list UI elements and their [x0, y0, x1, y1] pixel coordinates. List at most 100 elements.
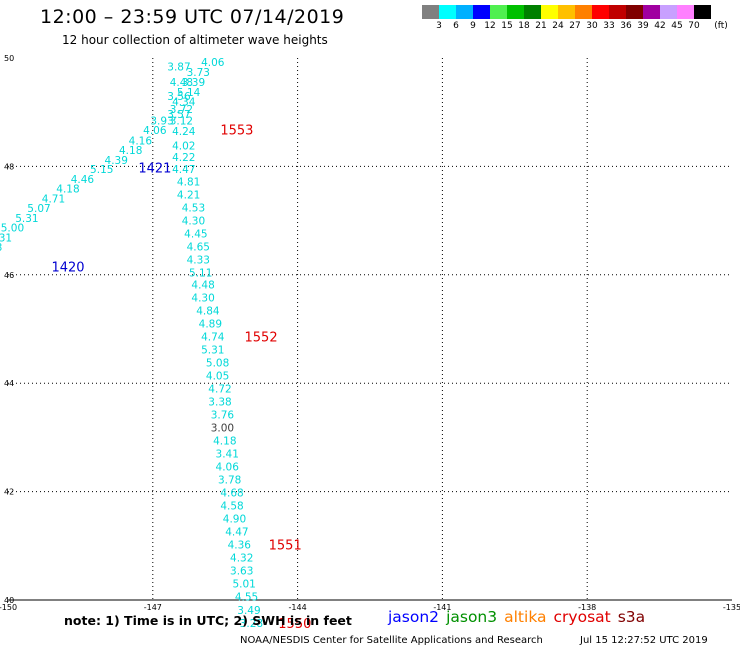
- colorbar-swatch: [643, 5, 660, 19]
- colorbar: [422, 5, 729, 19]
- colorbar-swatch: [558, 5, 575, 19]
- colorbar-label: 27: [569, 21, 581, 31]
- wave-height-point: 5.14: [177, 87, 201, 99]
- legend-cryosat: cryosat: [553, 608, 611, 626]
- colorbar-label: 21: [535, 21, 547, 31]
- colorbar-swatch: [456, 5, 473, 19]
- x-tick-label: -144: [289, 603, 307, 612]
- pass-time-label: 1551: [269, 539, 302, 554]
- wave-height-point: 4.89: [199, 319, 222, 331]
- colorbar-swatch: [575, 5, 592, 19]
- wave-height-point: 3.93: [150, 115, 173, 127]
- wave-height-point: 4.47: [225, 527, 248, 539]
- colorbar-swatch: [541, 5, 558, 19]
- colorbar-swatch: [422, 5, 439, 19]
- wave-height-point: 4.30: [191, 293, 214, 305]
- wave-height-point: 4.05: [206, 371, 229, 383]
- legend-jason3: jason3: [446, 608, 498, 626]
- wave-height-point: 4.81: [177, 177, 200, 189]
- colorbar-label: 12: [484, 21, 496, 31]
- colorbar-label: 15: [501, 21, 513, 31]
- wave-height-point: 4.74: [201, 332, 225, 344]
- wave-height-point: 3.78: [218, 475, 241, 487]
- satellite-legend: jason2 jason3 altika cryosat s3a: [388, 608, 652, 626]
- wave-height-point: 4.18: [213, 436, 236, 448]
- wave-height-point: 4.21: [177, 190, 200, 202]
- wave-height-point: 5.11: [189, 268, 212, 280]
- wave-height-point: 4.65: [187, 242, 210, 254]
- wave-height-point: 5.07: [27, 203, 50, 215]
- wave-height-point: 4.16: [129, 135, 153, 147]
- wave-height-point: 4.58: [220, 501, 243, 513]
- y-tick-label: 42: [4, 488, 14, 497]
- colorbar-swatch: [439, 5, 456, 19]
- colorbar-swatch: [694, 5, 711, 19]
- generated-timestamp: Jul 15 12:27:52 UTC 2019: [580, 635, 708, 646]
- colorbar-label: 45: [671, 21, 683, 31]
- colorbar-label: 70: [688, 21, 700, 31]
- pass-time-label: 1552: [245, 331, 278, 346]
- legend-s3a: s3a: [617, 608, 646, 626]
- wave-height-point: 3.76: [211, 410, 235, 422]
- wave-height-point: 3.00: [211, 423, 234, 435]
- wave-height-point: 5.15: [90, 164, 113, 176]
- colorbar-label: 6: [453, 21, 459, 31]
- wave-height-point: 4.18: [56, 184, 79, 196]
- wave-height-point: 4.84: [196, 306, 220, 318]
- pass-time-label: 1553: [220, 124, 253, 139]
- wave-height-point: 5.00: [1, 223, 24, 235]
- wave-height-point: 4.39: [105, 155, 128, 167]
- wave-height-point: 4.06: [216, 462, 240, 474]
- colorbar-swatch: [490, 5, 507, 19]
- pass-time-label: 1421: [138, 161, 171, 176]
- wave-height-point: 5.08: [206, 358, 229, 370]
- wave-height-point: 4.24: [172, 126, 196, 138]
- wave-height-point: 3.56: [167, 91, 191, 103]
- colorbar-label: 39: [637, 21, 649, 31]
- x-tick-label: -141: [433, 603, 451, 612]
- pass-time-label: 1420: [51, 261, 84, 276]
- wave-height-point: 4.68: [220, 488, 243, 500]
- wave-height-point: 3.39: [182, 77, 205, 89]
- colorbar-label: 33: [603, 21, 615, 31]
- wave-height-point: 4.02: [172, 140, 195, 152]
- wave-height-point: 3.57: [167, 109, 190, 121]
- x-tick-label: -138: [578, 603, 596, 612]
- wave-height-point: 4.46: [71, 174, 95, 186]
- colorbar-label: 3: [436, 21, 442, 31]
- colorbar-swatch: [524, 5, 541, 19]
- credit-line: NOAA/NESDIS Center for Satellite Applica…: [240, 635, 543, 646]
- colorbar-label: 18: [518, 21, 530, 31]
- wave-height-point: 4.32: [230, 553, 253, 565]
- wave-height-point: 5.31: [201, 345, 224, 357]
- x-tick-label: -150: [0, 603, 17, 612]
- colorbar-swatch: [677, 5, 694, 19]
- x-tick-label: -135: [723, 603, 740, 612]
- wave-height-point: 5.01: [232, 579, 255, 591]
- wave-height-point: 5.31: [0, 232, 12, 244]
- wave-height-point: 5.63: [0, 242, 2, 254]
- wave-height-point: 4.47: [172, 164, 195, 176]
- wave-height-point: 4.55: [235, 592, 258, 604]
- colorbar-label: 24: [552, 21, 564, 31]
- colorbar-label: 9: [470, 21, 476, 31]
- footnote: note: 1) Time is in UTC; 2) SWH is in fe…: [64, 613, 352, 628]
- y-tick-label: 44: [4, 379, 14, 388]
- wave-height-point: 4.90: [223, 514, 246, 526]
- wave-height-point: 4.33: [187, 255, 210, 267]
- wave-height-point: 4.45: [184, 229, 207, 241]
- wave-height-point: 3.38: [208, 397, 231, 409]
- wave-height-point: 4.71: [42, 193, 65, 205]
- colorbar-label: 30: [586, 21, 598, 31]
- colorbar-label: 42: [654, 21, 666, 31]
- wave-height-point: 4.48: [170, 77, 193, 89]
- wave-height-point: 3.72: [170, 104, 193, 116]
- wave-height-point: 4.48: [191, 280, 214, 292]
- y-tick-label: 46: [4, 271, 14, 280]
- x-tick-label: -147: [144, 603, 162, 612]
- wave-height-point: 3.28: [240, 618, 263, 630]
- y-tick-label: 50: [4, 54, 14, 63]
- wave-height-point: 4.30: [182, 216, 205, 228]
- wave-height-point: 4.36: [228, 540, 252, 552]
- wave-height-point: 4.18: [119, 145, 142, 157]
